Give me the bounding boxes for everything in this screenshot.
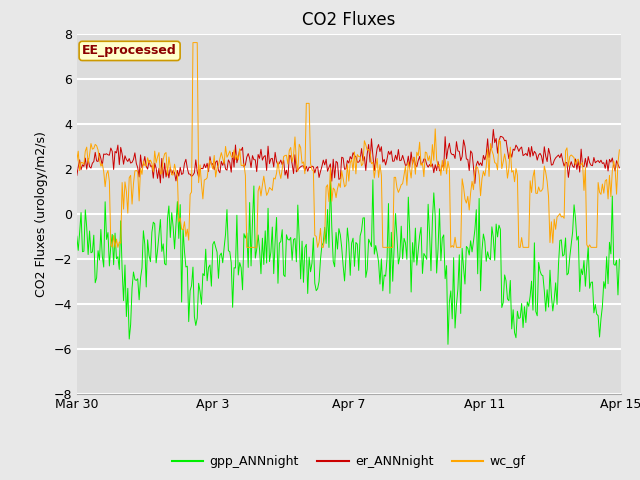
Legend: gpp_ANNnight, er_ANNnight, wc_gf: gpp_ANNnight, er_ANNnight, wc_gf (167, 450, 531, 473)
gpp_ANNnight (616, 256, 623, 262)
wc_gf (108, 244, 116, 250)
er_ANNnight (460, 137, 467, 143)
wc_gf (111, 244, 119, 250)
gpp_ANNnight (108, 231, 116, 237)
er_ANNnight (543, 159, 551, 165)
wc_gf (616, 147, 623, 153)
Title: CO2 Fluxes: CO2 Fluxes (302, 11, 396, 29)
wc_gf (189, 40, 197, 46)
er_ANNnight (616, 165, 623, 171)
er_ANNnight (352, 154, 360, 159)
wc_gf (463, 200, 470, 206)
gpp_ANNnight (543, 287, 551, 293)
wc_gf (614, 160, 622, 166)
er_ANNnight (73, 173, 81, 179)
Y-axis label: CO2 Fluxes (urology/m2/s): CO2 Fluxes (urology/m2/s) (35, 131, 48, 297)
wc_gf (355, 154, 362, 159)
gpp_ANNnight (73, 233, 81, 239)
er_ANNnight (490, 127, 497, 132)
gpp_ANNnight (369, 177, 377, 183)
Text: EE_processed: EE_processed (82, 44, 177, 58)
gpp_ANNnight (352, 240, 360, 245)
gpp_ANNnight (614, 292, 622, 298)
wc_gf (543, 179, 551, 184)
Line: er_ANNnight: er_ANNnight (77, 130, 620, 183)
gpp_ANNnight (463, 243, 470, 249)
gpp_ANNnight (92, 280, 99, 286)
wc_gf (92, 142, 99, 147)
er_ANNnight (614, 161, 622, 167)
gpp_ANNnight (444, 341, 452, 347)
Line: wc_gf: wc_gf (77, 43, 620, 247)
er_ANNnight (92, 149, 99, 155)
er_ANNnight (471, 180, 479, 186)
er_ANNnight (108, 148, 116, 154)
Line: gpp_ANNnight: gpp_ANNnight (77, 180, 620, 344)
wc_gf (73, 158, 81, 164)
